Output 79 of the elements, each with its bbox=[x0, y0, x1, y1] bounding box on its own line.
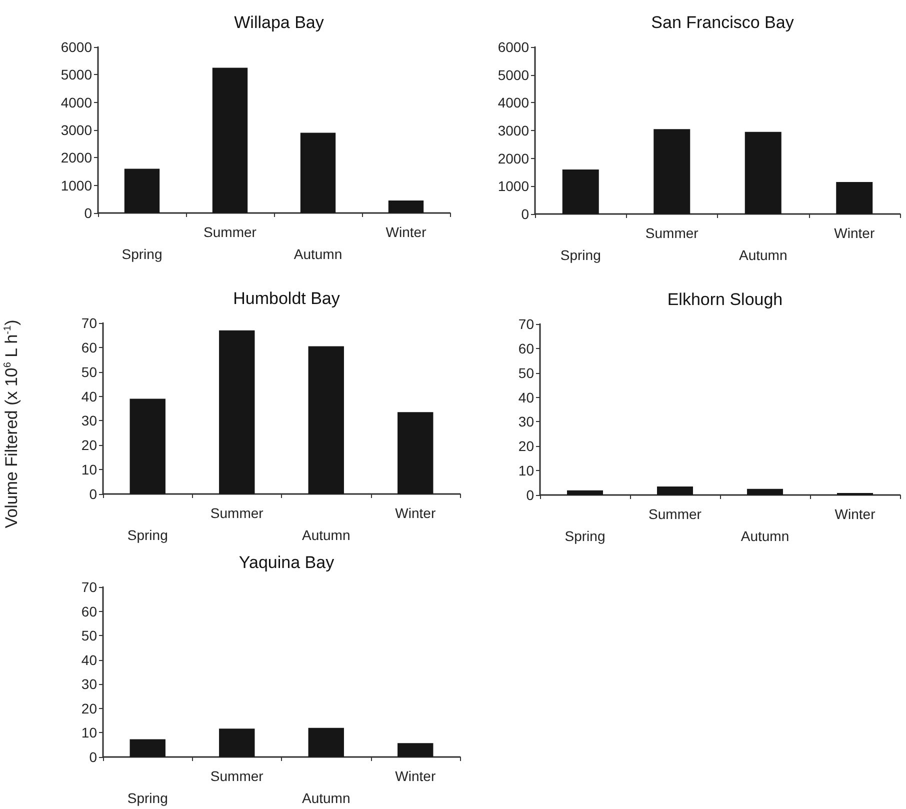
y-tick-label: 4000 bbox=[60, 94, 92, 110]
bar bbox=[130, 739, 166, 757]
x-tick-label: Autumn bbox=[302, 790, 350, 806]
y-tick-label: 2000 bbox=[498, 150, 530, 166]
chart-title: Elkhorn Slough bbox=[667, 290, 783, 309]
chart-title: Humboldt Bay bbox=[233, 289, 340, 308]
bar bbox=[130, 398, 166, 494]
x-tick-label: Autumn bbox=[739, 247, 788, 263]
y-tick-label: 3000 bbox=[498, 122, 530, 138]
bar bbox=[308, 346, 344, 494]
y-tick-label: 40 bbox=[81, 388, 98, 404]
y-tick-label: 50 bbox=[81, 364, 98, 380]
y-tick-label: 40 bbox=[518, 389, 534, 406]
x-tick-label: Spring bbox=[564, 528, 606, 544]
y-tick-label: 1000 bbox=[60, 177, 92, 194]
y-tick-label: 0 bbox=[84, 205, 92, 221]
x-tick-label: Summer bbox=[648, 506, 702, 522]
chart-title: San Francisco Bay bbox=[651, 13, 794, 32]
y-tick-label: 20 bbox=[81, 700, 98, 716]
y-tick-label: 4000 bbox=[498, 94, 530, 111]
x-tick-label: Autumn bbox=[302, 527, 350, 543]
y-tick-label: 30 bbox=[81, 412, 98, 429]
bar bbox=[219, 728, 255, 757]
bar bbox=[744, 132, 782, 214]
x-tick-label: Winter bbox=[834, 506, 876, 522]
chart-title: Willapa Bay bbox=[234, 13, 324, 32]
y-tick-label: 5000 bbox=[498, 66, 530, 83]
y-tick-label: 30 bbox=[81, 676, 98, 692]
y-tick-label: 5000 bbox=[60, 66, 92, 83]
x-tick-label: Spring bbox=[560, 247, 601, 263]
x-tick-label: Summer bbox=[645, 225, 699, 241]
y-tick-label: 70 bbox=[518, 316, 534, 332]
x-tick-label: Spring bbox=[122, 246, 162, 262]
y-tick-label: 3000 bbox=[60, 122, 92, 138]
y-tick-label: 10 bbox=[81, 462, 98, 478]
bar bbox=[212, 68, 248, 213]
x-tick-label: Summer bbox=[210, 505, 264, 521]
x-tick-label: Autumn bbox=[740, 528, 790, 544]
x-tick-label: Winter bbox=[386, 224, 427, 240]
y-tick-label: 0 bbox=[521, 206, 530, 222]
x-tick-label: Winter bbox=[395, 768, 436, 784]
bar bbox=[562, 169, 599, 214]
y-tick-label: 0 bbox=[89, 749, 98, 765]
x-tick-label: Summer bbox=[210, 768, 264, 784]
bar bbox=[398, 412, 434, 494]
chart-title: Yaquina Bay bbox=[238, 553, 335, 572]
y-tick-label: 30 bbox=[518, 414, 534, 430]
y-tick-label: 1000 bbox=[498, 178, 530, 194]
y-tick-label: 20 bbox=[518, 438, 534, 454]
y-tick-label: 10 bbox=[81, 724, 98, 741]
x-tick-label: Winter bbox=[834, 225, 875, 241]
y-tick-label: 6000 bbox=[60, 39, 92, 55]
bar bbox=[219, 330, 255, 494]
y-tick-label: 40 bbox=[81, 652, 98, 668]
y-tick-label: 20 bbox=[81, 437, 98, 454]
y-tick-label: 0 bbox=[89, 486, 98, 502]
y-tick-label: 60 bbox=[518, 340, 534, 356]
y-tick-label: 60 bbox=[81, 339, 98, 356]
bar bbox=[398, 743, 434, 757]
y-tick-label: 70 bbox=[81, 579, 98, 595]
y-tick-label: 50 bbox=[518, 364, 534, 381]
x-tick-label: Spring bbox=[127, 790, 168, 806]
y-tick-label: 6000 bbox=[498, 39, 530, 55]
y-tick-label: 50 bbox=[81, 628, 98, 644]
bar bbox=[124, 168, 160, 213]
bar bbox=[388, 200, 424, 213]
bar bbox=[300, 132, 336, 213]
y-tick-label: 0 bbox=[526, 487, 534, 503]
bar bbox=[308, 728, 344, 757]
y-tick-label: 10 bbox=[518, 462, 534, 479]
x-tick-label: Autumn bbox=[294, 246, 342, 262]
y-tick-label: 70 bbox=[81, 315, 98, 331]
x-tick-label: Winter bbox=[395, 505, 436, 521]
x-tick-label: Spring bbox=[127, 527, 168, 543]
bar bbox=[654, 129, 690, 214]
y-tick-label: 2000 bbox=[60, 150, 92, 166]
x-tick-label: Summer bbox=[204, 224, 257, 240]
bar bbox=[836, 182, 873, 214]
y-tick-label: 60 bbox=[81, 603, 98, 620]
